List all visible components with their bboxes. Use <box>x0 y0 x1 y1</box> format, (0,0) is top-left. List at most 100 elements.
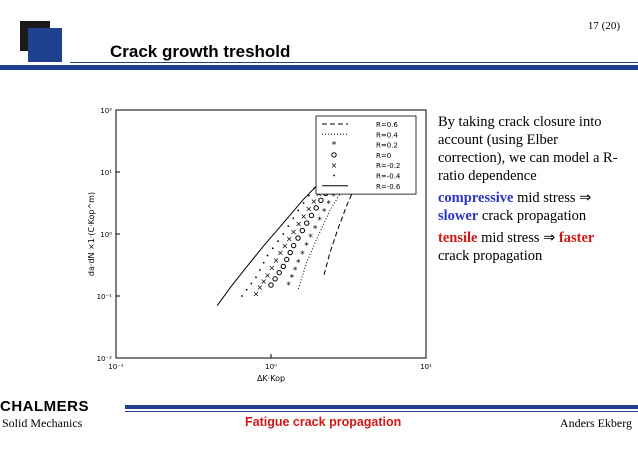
data-point <box>277 240 279 243</box>
bullet-compressive-em2: slower <box>438 208 479 224</box>
data-point: * <box>300 250 305 260</box>
y-tick-label: 10⁰ <box>100 231 112 239</box>
data-point <box>299 227 306 234</box>
data-point <box>271 247 274 250</box>
bullet-compressive-em: compressive <box>438 190 514 206</box>
data-point <box>331 152 337 158</box>
data-point: * <box>313 224 318 234</box>
department: Solid Mechanics <box>2 416 83 430</box>
legend-label: R=0.4 <box>376 131 398 139</box>
data-point: × <box>281 242 288 251</box>
footer-thin-rule <box>125 411 638 412</box>
data-point <box>245 288 248 291</box>
legend-label: R=-0.2 <box>376 162 400 170</box>
data-point <box>295 235 301 241</box>
data-point <box>292 217 295 220</box>
footer-topic: Fatigue crack propagation <box>245 415 402 429</box>
y-tick-label: 10⁻² <box>97 355 113 363</box>
data-point <box>280 263 286 270</box>
data-point <box>258 269 261 271</box>
data-point: × <box>331 161 338 170</box>
bullet-tensile-em: tensile <box>438 230 478 246</box>
data-point: × <box>300 212 307 221</box>
data-point <box>241 295 243 297</box>
bullet-tensile: tensile mid stress ⇒ faster crack propag… <box>438 229 623 265</box>
x-axis-label: ΔK·Kop <box>257 374 285 383</box>
data-point: × <box>295 220 302 229</box>
y-tick-label: 10² <box>100 107 112 115</box>
legend-label: R=0 <box>376 152 391 160</box>
data-point: * <box>317 216 322 226</box>
data-point <box>250 282 253 285</box>
y-tick-label: 10¹ <box>100 169 112 177</box>
data-point: × <box>253 289 260 298</box>
x-tick-label: 10¹ <box>420 363 432 371</box>
data-point: × <box>273 256 280 265</box>
legend-label: R=-0.4 <box>376 173 401 181</box>
bullet-compressive-mid: mid stress ⇒ <box>513 190 592 206</box>
data-point <box>255 276 257 279</box>
data-point <box>287 225 290 228</box>
data-point: × <box>286 235 293 244</box>
data-point <box>276 269 282 276</box>
data-point: * <box>331 192 336 202</box>
bullet-tensile-mid: mid stress ⇒ <box>477 230 559 246</box>
data-point: * <box>304 241 309 251</box>
author: Anders Ekberg <box>559 416 632 430</box>
data-point: × <box>268 263 275 272</box>
data-point <box>304 220 310 226</box>
y-tick-label: 10⁻¹ <box>97 293 113 301</box>
bullet-compressive: compressive mid stress ⇒ slower crack pr… <box>438 189 623 225</box>
x-tick-label: 10⁰ <box>265 363 277 371</box>
data-point <box>268 282 274 288</box>
data-point <box>318 197 324 203</box>
data-point: × <box>310 197 317 206</box>
legend-label: R=0.6 <box>376 121 398 129</box>
legend-box <box>315 115 417 195</box>
data-point: × <box>260 277 267 286</box>
slide-title: Crack growth treshold <box>110 42 291 61</box>
page-number: 17 (20) <box>587 20 620 32</box>
data-point <box>333 174 335 177</box>
bullet-tensile-em2: faster <box>558 230 595 246</box>
data-point: × <box>277 249 284 258</box>
org-logo-text: CHALMERS <box>0 398 89 415</box>
data-point <box>272 276 278 282</box>
x-tick-label: 10⁻¹ <box>108 363 124 371</box>
data-point: * <box>293 266 298 276</box>
data-point: * <box>296 258 301 268</box>
data-point <box>290 242 297 249</box>
data-point: × <box>264 271 271 280</box>
data-point <box>266 254 269 257</box>
data-point: * <box>290 273 295 283</box>
legend-label: R=-0.6 <box>376 183 401 191</box>
data-point: * <box>322 208 327 218</box>
data-point: * <box>286 281 291 291</box>
data-point: * <box>326 200 331 210</box>
logo-square <box>28 28 62 62</box>
data-point <box>308 194 310 197</box>
title-rule <box>0 65 638 70</box>
data-point <box>297 209 300 212</box>
legend-label: R=0.2 <box>376 142 398 150</box>
data-point <box>302 202 305 204</box>
data-point: × <box>305 204 312 213</box>
data-point: * <box>332 141 337 151</box>
data-point <box>284 256 290 263</box>
body-text: By taking crack closure into account (us… <box>438 113 623 265</box>
series-line <box>297 146 377 290</box>
title-thin-rule <box>70 62 638 63</box>
data-point <box>287 249 293 256</box>
bullet-tensile-tail: crack propagation <box>438 248 543 264</box>
footer-rule <box>125 405 638 409</box>
data-point: × <box>290 227 297 236</box>
y-axis-label: da·dN ×1·(C·Kop^m) <box>87 192 96 276</box>
data-point <box>262 261 265 264</box>
data-point: * <box>308 233 313 243</box>
data-point <box>282 233 285 235</box>
bullet-compressive-tail: crack propagation <box>478 208 587 224</box>
intro-text: By taking crack closure into account (us… <box>438 114 618 184</box>
data-point: × <box>256 283 263 292</box>
data-point <box>308 212 315 219</box>
